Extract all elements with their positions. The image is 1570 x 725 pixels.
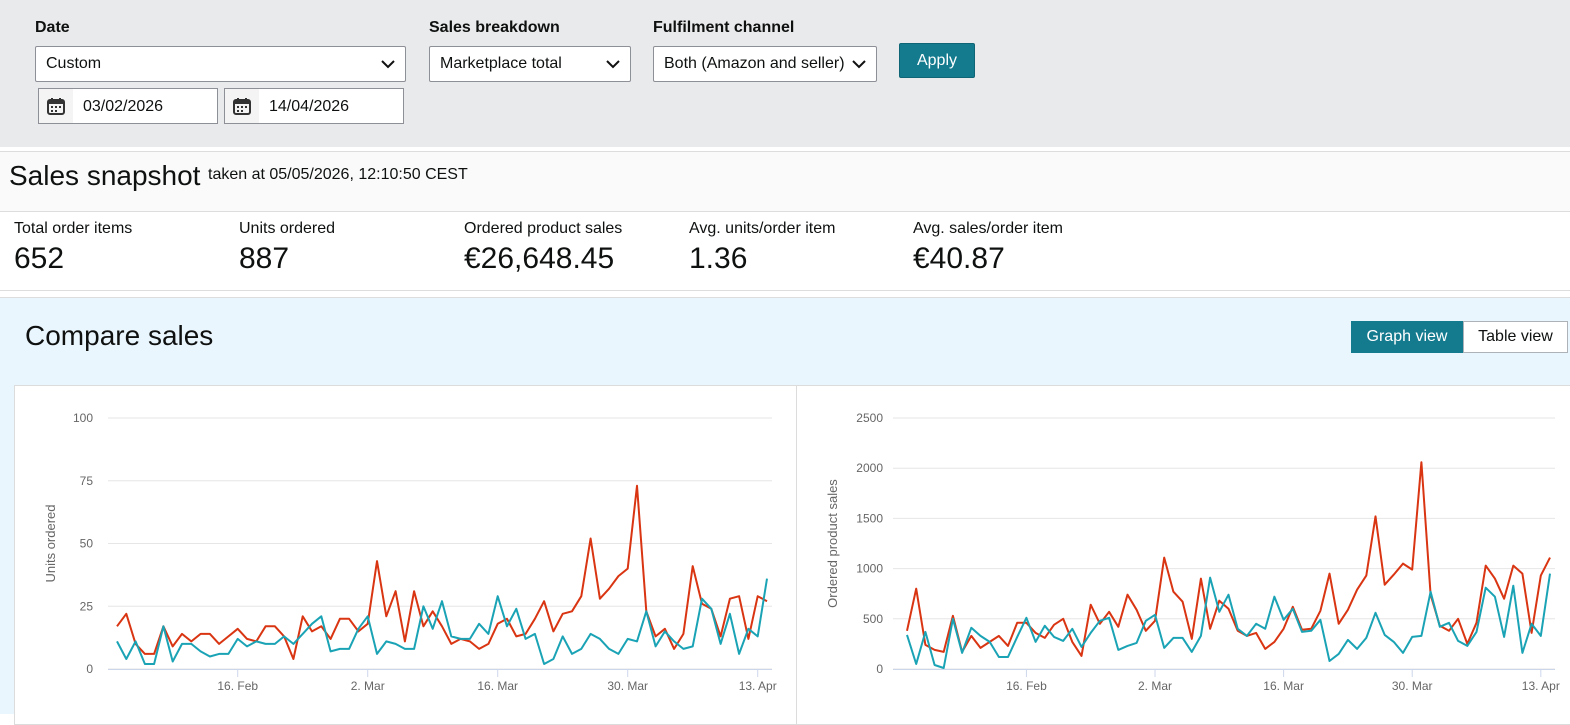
metric-label: Ordered product sales <box>464 220 623 237</box>
snapshot-time: taken at 05/05/2026, 12:10:50 CEST <box>208 166 468 183</box>
snapshot-header <box>0 151 1570 212</box>
calendar-icon <box>47 98 65 115</box>
y-axis-label: Ordered product sales <box>825 479 840 608</box>
metric-value: €26,648.45 <box>464 242 615 275</box>
x-tick-label: 16. Feb <box>217 679 258 693</box>
data-line <box>116 484 768 660</box>
y-tick-label: 2000 <box>856 461 883 475</box>
calendar-button[interactable] <box>224 88 260 124</box>
x-tick-label: 13. Apr <box>1522 679 1560 693</box>
y-tick-label: 100 <box>73 411 93 425</box>
chart-panel <box>796 385 1570 725</box>
y-tick-label: 500 <box>863 612 883 626</box>
breakdown-select[interactable]: Marketplace total <box>429 46 631 82</box>
y-tick-label: 0 <box>876 662 883 676</box>
filter-label: Fulfilment channel <box>653 19 795 36</box>
chevron <box>606 59 620 68</box>
filter-label: Sales breakdown <box>429 19 560 36</box>
x-tick-label: 16. Mar <box>477 679 518 693</box>
graph-view-button[interactable]: Graph view <box>1351 321 1463 353</box>
start-date-input[interactable]: 03/02/2026 <box>73 88 218 124</box>
y-tick-label: 25 <box>80 599 94 613</box>
metric-value: 887 <box>239 242 290 275</box>
chevron <box>381 59 395 68</box>
x-tick-label: 16. Feb <box>1006 679 1047 693</box>
x-tick-label: 30. Mar <box>607 679 648 693</box>
table-view-button[interactable]: Table view <box>1463 321 1568 353</box>
metric-label: Avg. units/order item <box>689 220 836 237</box>
calendar-button[interactable] <box>38 88 74 124</box>
calendar-icon <box>233 98 251 115</box>
apply-button[interactable]: Apply <box>899 43 975 78</box>
y-tick-label: 75 <box>80 474 94 488</box>
metric-label: Avg. sales/order item <box>913 220 1063 237</box>
y-tick-label: 2500 <box>856 411 883 425</box>
data-line <box>116 578 768 665</box>
y-tick-label: 1000 <box>856 562 883 576</box>
date-select[interactable]: Custom <box>35 46 406 82</box>
chevron <box>852 59 866 68</box>
metric-value: 1.36 <box>689 242 748 275</box>
y-tick-label: 50 <box>80 537 94 551</box>
data-line <box>906 573 1551 669</box>
channel-select[interactable]: Both (Amazon and seller) <box>653 46 877 82</box>
data-line <box>906 461 1551 657</box>
y-axis-label: Units ordered <box>43 504 58 582</box>
x-tick-label: 16. Mar <box>1263 679 1304 693</box>
select-value: Marketplace total <box>440 55 562 72</box>
end-date-input[interactable]: 14/04/2026 <box>259 88 404 124</box>
filter-label: Date <box>35 19 70 36</box>
compare-title: Compare sales <box>25 320 214 351</box>
metric-label: Total order items <box>14 220 133 237</box>
x-tick-label: 2. Mar <box>1138 679 1172 693</box>
select-value: Custom <box>46 55 102 72</box>
x-tick-label: 13. Apr <box>739 679 777 693</box>
y-tick-label: 1500 <box>856 511 883 525</box>
x-tick-label: 30. Mar <box>1392 679 1433 693</box>
separator <box>0 290 1570 298</box>
select-value: Both (Amazon and seller) <box>664 55 845 72</box>
y-tick-label: 0 <box>86 662 93 676</box>
snapshot-title: Sales snapshot <box>9 160 201 191</box>
x-tick-label: 2. Mar <box>351 679 385 693</box>
metric-label: Units ordered <box>239 220 336 237</box>
metric-value: €40.87 <box>913 242 1005 275</box>
metric-value: 652 <box>14 242 65 275</box>
